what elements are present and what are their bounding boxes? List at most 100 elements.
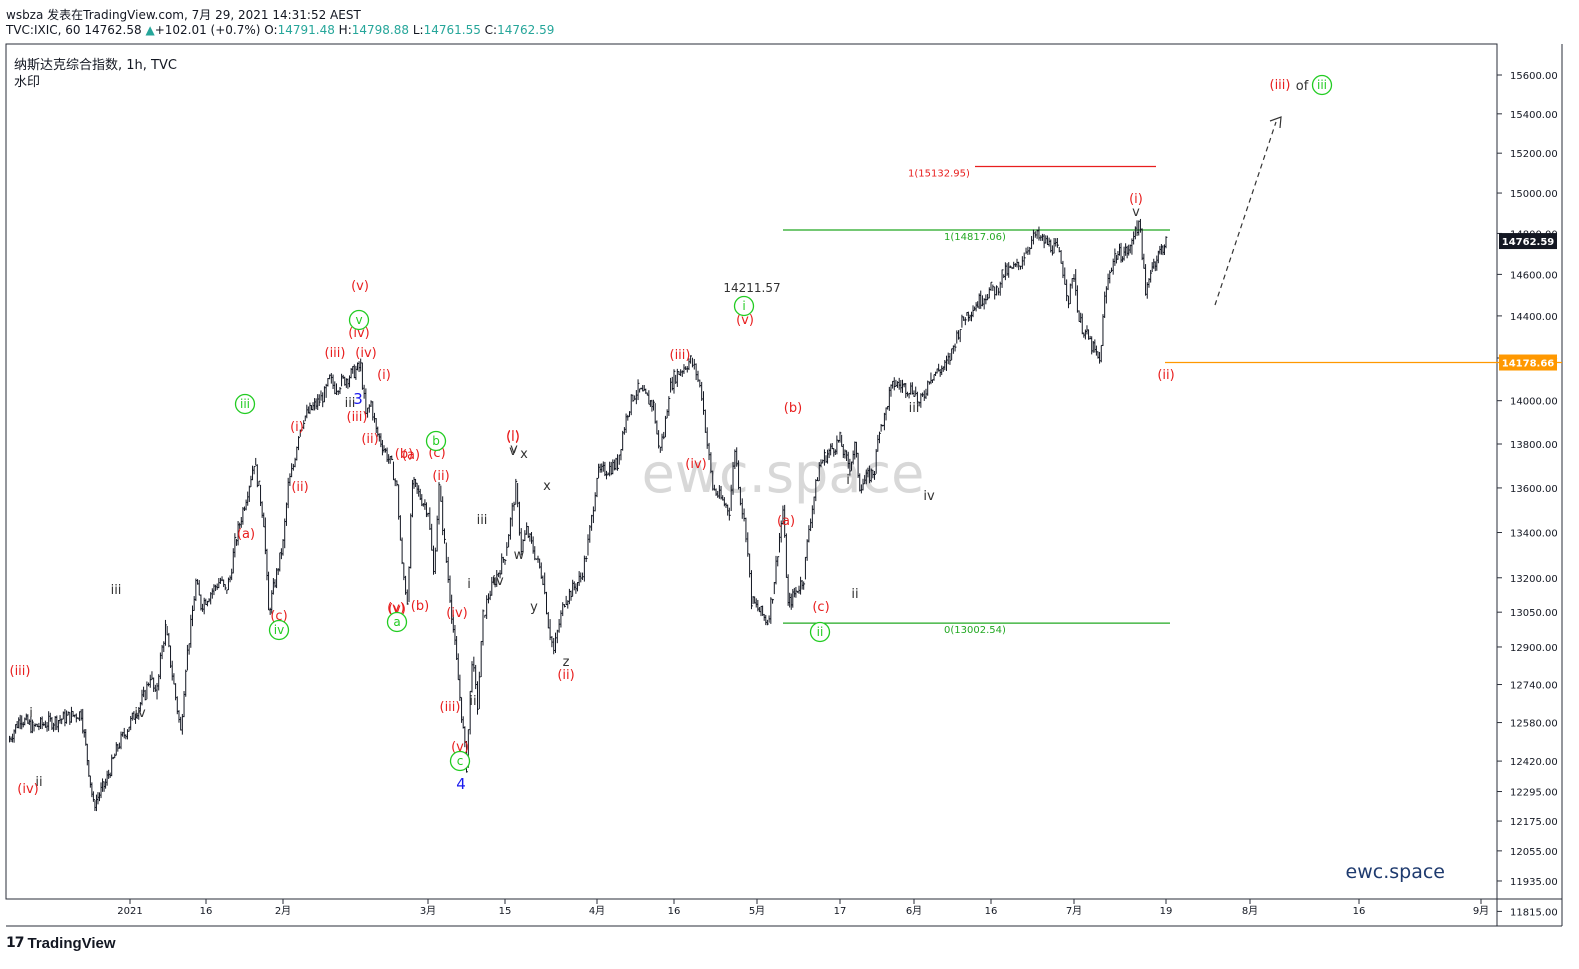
symbol-label[interactable]: TVC:IXIC, 60 [6,23,81,37]
wave-label: iv [492,574,504,589]
circled-wave-marker [348,309,370,331]
price-badge-label: 14178.66 [1502,359,1555,370]
ohlc-bar: TVC:IXIC, 60 14762.58 ▲+102.01 (+0.7%) O… [6,23,554,37]
price-tick-label: 14000.00 [1510,397,1558,408]
circled-wave-marker [386,611,408,633]
wave-label: (a) [402,448,420,463]
projection-line [1214,121,1277,306]
open-label: O: [264,23,278,37]
wave-label: (b) [411,599,429,614]
time-tick-label: 19 [1160,906,1173,917]
price-series [9,218,1168,812]
tradingview-logo-icon: 17 [6,935,25,951]
wave-label: (a) [777,514,795,529]
wave-label: z [563,655,570,670]
price-tick-label: 12055.00 [1510,847,1558,858]
wave-label: iii [909,401,920,416]
wave-label: v [510,442,518,457]
price-tick-label: 15000.00 [1510,189,1558,200]
price-badge [1499,233,1557,250]
fib-level-label: 1(15132.95) [908,168,970,179]
price-axis[interactable]: 15600.0015400.0015200.0015000.0014800.00… [1497,71,1558,918]
fib-levels: 1(15132.95) 1(14817.06) 0(13002.54) [783,165,1562,636]
circled-wave-label: b [432,434,440,448]
wave-label: (iii) [670,348,691,363]
price-tick-label: 12900.00 [1510,643,1558,654]
time-tick-label: 6月 [906,905,922,917]
price-tick-label: 13400.00 [1510,529,1558,540]
circled-wave-label: iii [240,397,250,411]
price-tick-label: 12295.00 [1510,788,1558,799]
wave-labels: (iii)iii(iv)iiiiv(a)(b)(v)v(c)(i)(ii)(ii… [10,74,1333,797]
wave-label: (ii) [557,668,574,683]
price-tick-label: 12175.00 [1510,817,1558,828]
wave-label: (v) [736,313,754,328]
wave-label: (i) [290,420,304,435]
wave-label: i [29,706,33,721]
time-axis[interactable]: 2021 16 2月 3月 15 4月 16 5月 17 6月 16 7月 19 8月 16 9月 [117,899,1489,917]
wave-label: of [1296,79,1309,94]
last-price: 14762.58 [84,23,142,37]
circled-wave-marker [234,393,256,415]
wave-label: iii [111,583,122,598]
open-value: 14791.48 [277,23,335,37]
price-tick-label: 11815.00 [1510,907,1558,918]
time-tick-label: 16 [985,906,998,917]
pane-watermark-label: 水印 [14,75,41,90]
wave-label: (b) [395,447,413,462]
price-tick-label: 12580.00 [1510,719,1558,730]
tradingview-logo[interactable]: 17 TradingView [6,934,116,952]
publish-line: wsbza 发表在TradingView.com, 7月 29, 2021 14… [6,8,361,22]
close-value: 14762.59 [497,23,555,37]
price-chart[interactable]: ewc.space ewc.space 15600.0015400.001520… [0,40,1579,930]
up-arrow-icon: ▲ [145,23,155,37]
circled-wave-marker [1311,74,1333,96]
wave-label: v [509,444,517,459]
time-tick-label: 4月 [589,905,605,917]
price-tick-label: 12740.00 [1510,681,1558,692]
price-tick-label: 11935.00 [1510,877,1558,888]
price-tick-label: 13200.00 [1510,574,1558,585]
arrow-head-icon [1269,116,1282,129]
wave-label: 4 [456,775,466,793]
fib-level-label: 0(13002.54) [944,625,1006,636]
price-tick-label: 15200.00 [1510,149,1558,160]
wave-label: iii [477,513,488,528]
time-tick-label: 16 [668,906,681,917]
price-tick-label: 13600.00 [1510,484,1558,495]
change-value: +102.01 (+0.7%) [154,23,261,37]
circled-wave-label: a [393,615,400,629]
wave-label: (iii) [440,700,461,715]
circled-wave-label: iv [274,623,284,637]
wave-label: x [520,447,528,462]
wave-label: 14211.57 [723,281,780,295]
time-tick-label: 8月 [1242,905,1258,917]
circled-wave-marker [809,621,831,643]
time-tick-label: 16 [1353,906,1366,917]
wave-label: ii [469,694,476,709]
time-tick-label: 17 [834,906,847,917]
pane-symbol-title[interactable]: 纳斯达克综合指数, 1h, TVC [14,58,177,73]
wave-label: (iii) [1270,78,1291,93]
price-badge-label: 14762.59 [1502,237,1555,248]
circled-wave-marker [425,430,447,452]
circled-wave-label: iii [1317,78,1327,92]
time-tick-label: 9月 [1473,905,1489,917]
time-tick-label: 16 [200,906,213,917]
time-tick-label: 2021 [117,906,142,917]
wave-label: iii [345,396,356,411]
wave-label: (ii) [291,480,308,495]
price-tick-label: 14400.00 [1510,312,1558,323]
price-tick-label: 12420.00 [1510,757,1558,768]
fib-level-label: 1(14817.06) [944,232,1006,243]
time-tick-label: 2月 [275,905,291,917]
price-tick-label: 13050.00 [1510,608,1558,619]
wave-label: (ii) [361,432,378,447]
wave-label: i [846,473,850,488]
time-tick-label: 7月 [1066,905,1082,917]
wave-label: x [543,479,551,494]
center-watermark: ewc.space [642,442,925,505]
high-label: H: [338,23,352,37]
wave-label: (iv) [446,606,467,621]
close-label: C: [484,23,498,37]
